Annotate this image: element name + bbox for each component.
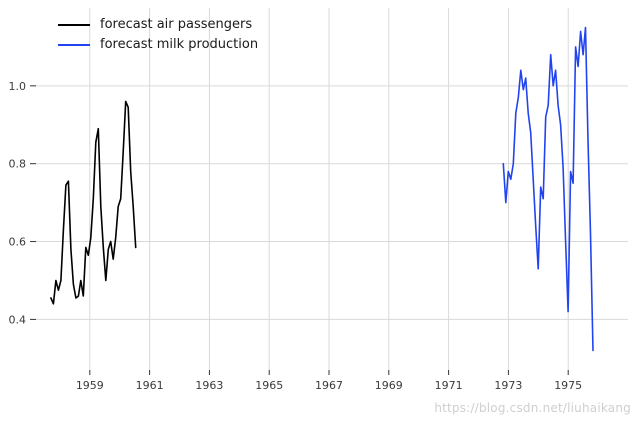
legend: forecast air passengers forecast milk pr… — [58, 18, 258, 51]
watermark: https://blog.csdn.net/liuhaikang — [434, 401, 631, 415]
x-tick-label: 1963 — [195, 379, 223, 392]
x-tick-label: 1971 — [435, 379, 463, 392]
legend-label-milk-production: forecast milk production — [100, 37, 259, 52]
x-tick-label: 1973 — [494, 379, 522, 392]
x-tick-label: 1961 — [136, 379, 164, 392]
x-tick-label: 1965 — [255, 379, 283, 392]
series-line-1 — [502, 26, 594, 352]
legend-line-milk-production — [58, 43, 90, 46]
y-tick-label: 1.0 — [9, 80, 27, 93]
x-tick-label: 1959 — [76, 379, 104, 392]
y-tick-label: 0.4 — [9, 313, 27, 326]
legend-line-air-passengers — [58, 23, 90, 26]
x-tick-label: 1975 — [554, 379, 582, 392]
legend-item-milk-production: forecast milk production — [58, 38, 258, 51]
x-tick-label: 1969 — [375, 379, 403, 392]
legend-label-air-passengers: forecast air passengers — [100, 17, 253, 32]
y-tick-label: 0.8 — [9, 158, 27, 171]
legend-item-air-passengers: forecast air passengers — [58, 18, 258, 31]
x-tick-label: 1967 — [315, 379, 343, 392]
y-tick-label: 0.6 — [9, 236, 27, 249]
series-line-0 — [50, 100, 137, 305]
